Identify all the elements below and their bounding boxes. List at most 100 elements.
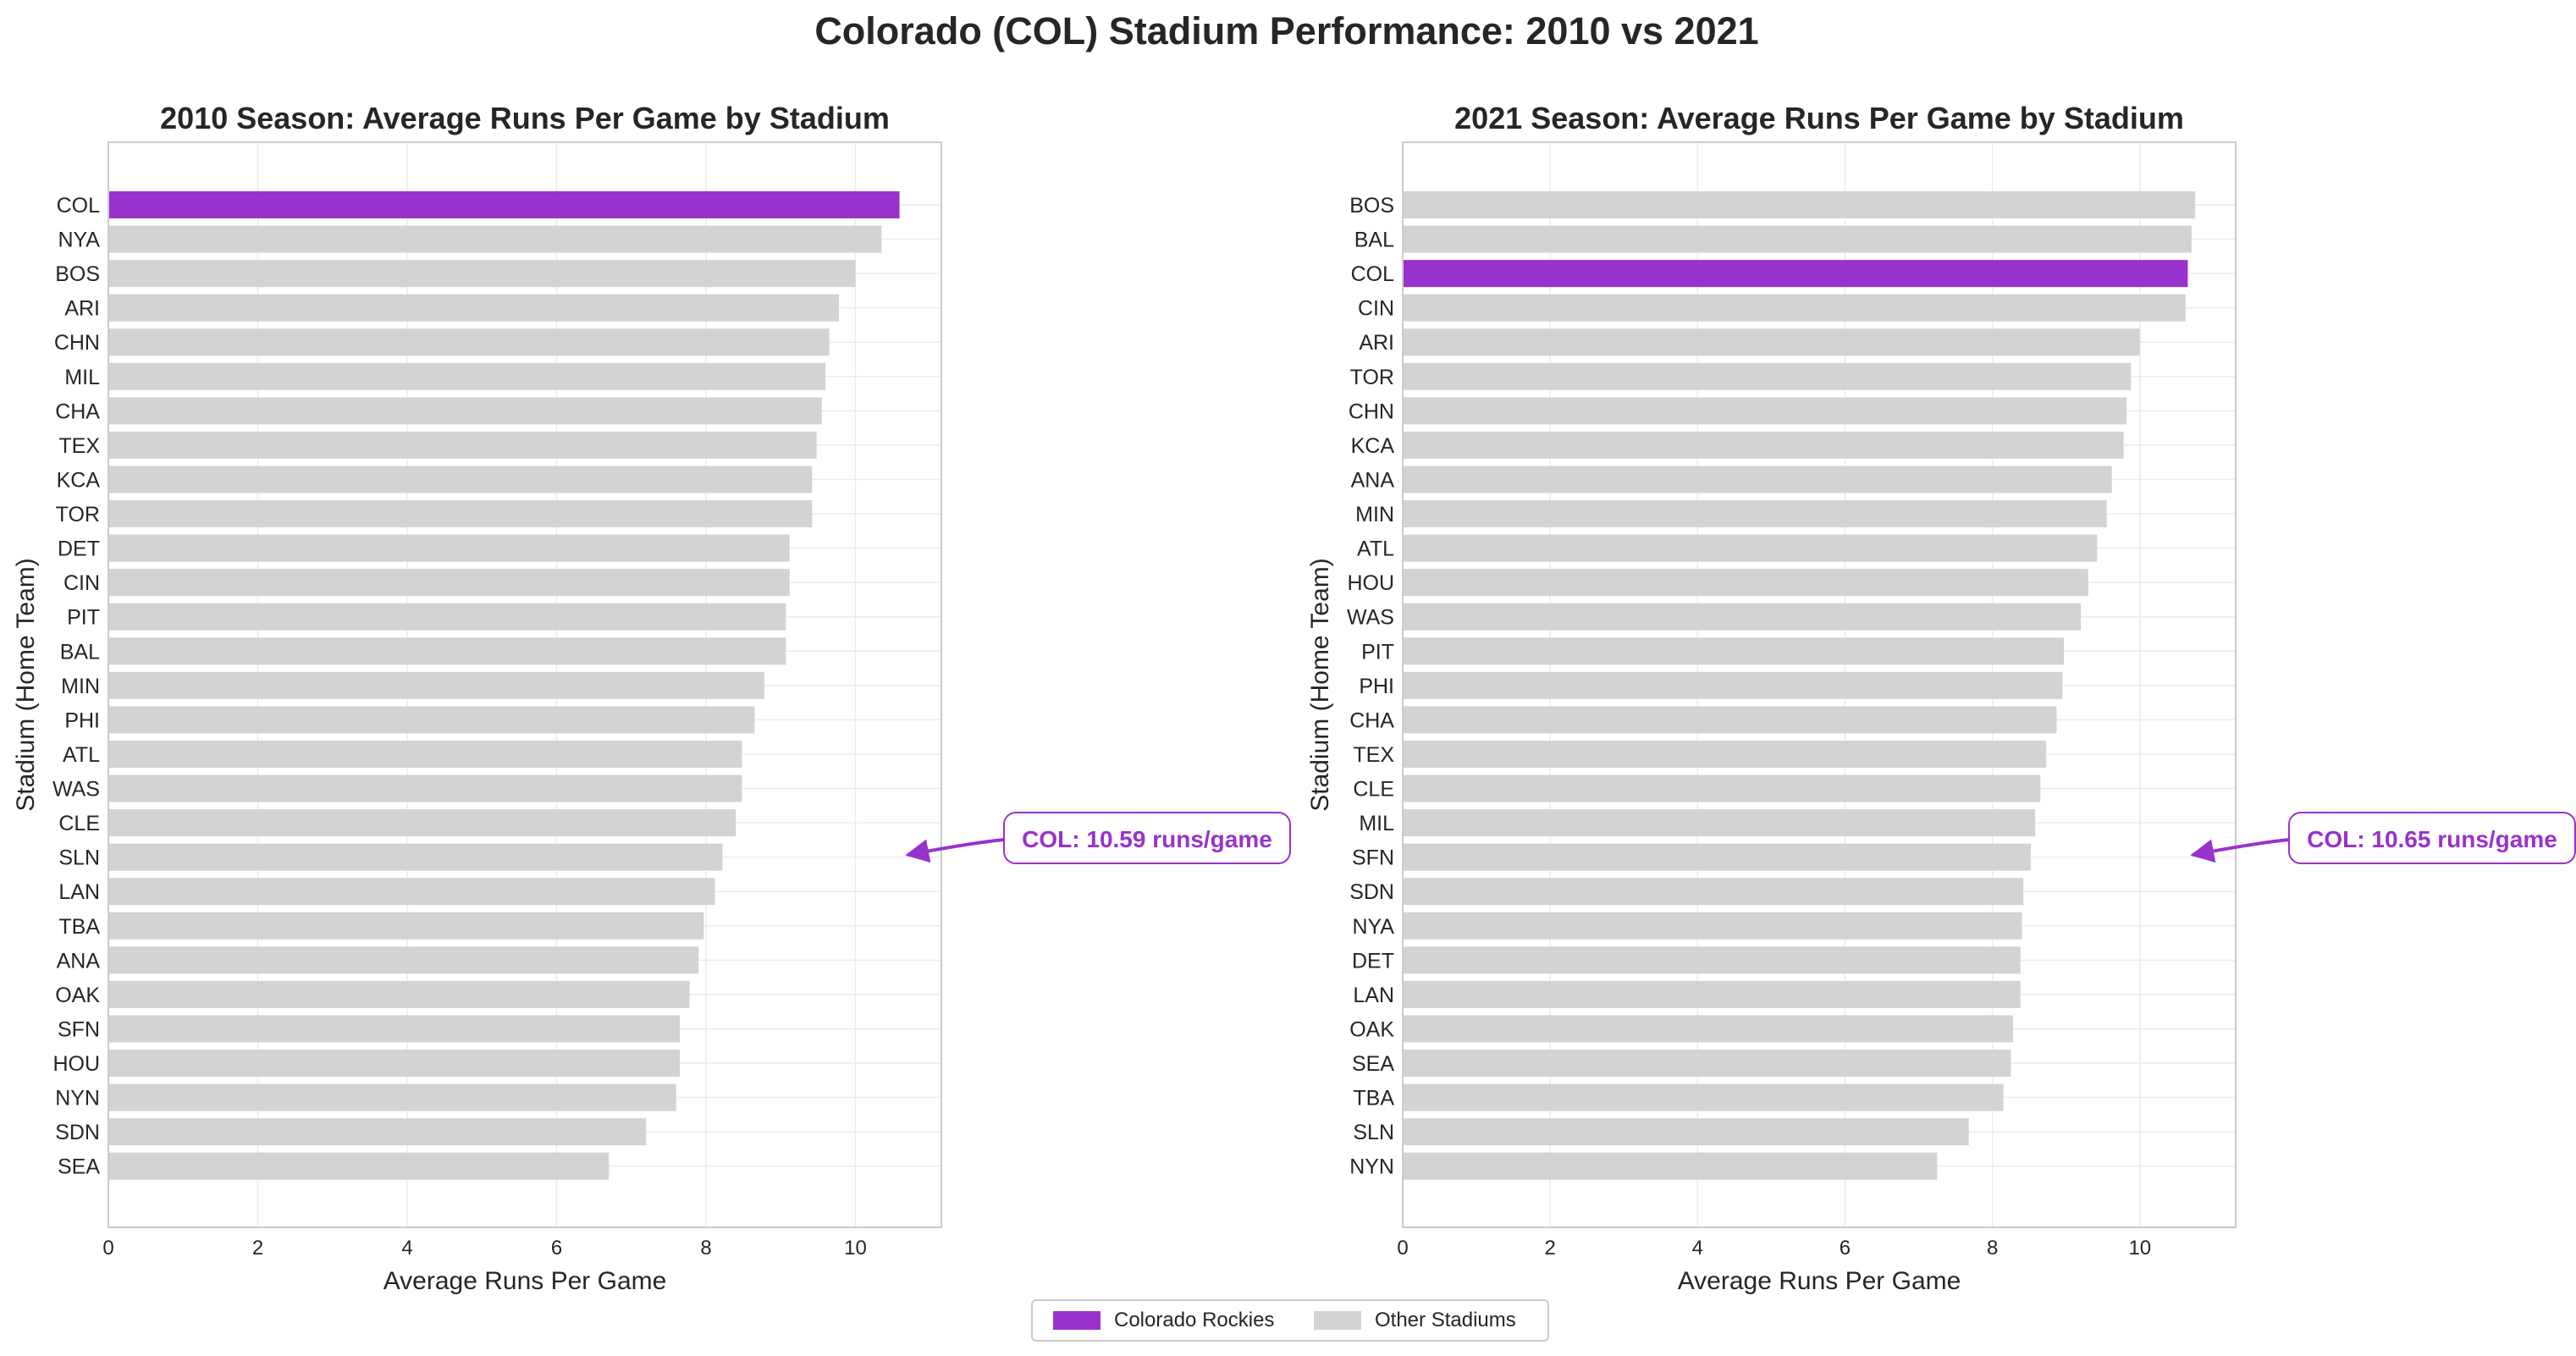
bar-was — [108, 774, 742, 802]
chart-panel-2010: COL NYA BOS ARI CHN MIL CHA TEX KCA TOR DET CIN PIT B… — [12, 101, 1291, 1295]
category-label: BOS — [1349, 194, 1394, 218]
category-label: TBA — [58, 915, 100, 939]
bar-ana — [108, 946, 699, 974]
bar-cha — [1403, 706, 2057, 734]
bar-tor — [108, 500, 813, 528]
legend-swatch-colorado — [1053, 1311, 1100, 1330]
bar-mil — [1403, 809, 2036, 837]
x-tick-label: 4 — [1692, 1237, 1703, 1260]
bar-tex — [108, 431, 817, 459]
category-label: MIN — [61, 675, 100, 698]
category-label: CHA — [1349, 708, 1394, 732]
category-label: PIT — [1361, 640, 1394, 664]
category-label: TOR — [56, 503, 100, 526]
category-label: SDN — [1349, 880, 1394, 904]
category-label: CIN — [1358, 297, 1394, 321]
legend-label-colorado: Colorado Rockies — [1114, 1309, 1275, 1331]
category-label: SLN — [1353, 1121, 1394, 1144]
category-label: NYA — [58, 229, 100, 252]
category-label: CHN — [54, 331, 100, 355]
bar-oak — [108, 980, 690, 1008]
bar-tba — [1403, 1083, 2004, 1111]
bar-cha — [108, 397, 822, 425]
annotation-text: COL: 10.59 runs/game — [1022, 826, 1272, 852]
bar-was — [1403, 603, 2082, 631]
bar-phi — [108, 706, 755, 734]
bar-ana — [1403, 466, 2112, 493]
bar-bos — [1403, 191, 2196, 218]
bar-tor — [1403, 362, 2132, 390]
bar-chn — [108, 328, 830, 356]
bar-lan — [1403, 980, 2021, 1008]
annotation-box — [2288, 812, 2576, 864]
category-label: SEA — [58, 1155, 100, 1179]
category-label: HOU — [1347, 571, 1394, 595]
bar-atl — [108, 740, 742, 768]
bar-sln — [108, 843, 723, 871]
category-label: LAN — [58, 880, 100, 904]
bar-hou — [1403, 569, 2088, 597]
x-tick-label: 2 — [252, 1237, 263, 1260]
bar-det — [1403, 946, 2021, 974]
bar-kca — [1403, 431, 2124, 459]
category-label: TOR — [1350, 366, 1394, 389]
bar-sdn — [108, 1118, 647, 1146]
bar-pit — [1403, 637, 2065, 665]
bar-sea — [108, 1152, 610, 1180]
subplot-title: 2021 Season: Average Runs Per Game by St… — [1454, 101, 2184, 135]
bar-hou — [108, 1050, 681, 1077]
category-label: HOU — [52, 1052, 100, 1076]
x-axis-label: Average Runs Per Game — [1678, 1267, 1961, 1295]
bar-sdn — [1403, 878, 2024, 906]
bar-cle — [108, 809, 736, 837]
bar-nya — [1403, 912, 2022, 940]
annotation-box — [1003, 812, 1291, 864]
category-label: PIT — [67, 606, 100, 630]
bar-nyn — [108, 1083, 676, 1111]
x-tick-label: 0 — [1397, 1237, 1408, 1260]
category-label: ATL — [63, 743, 100, 767]
category-label: WAS — [1347, 606, 1394, 630]
category-label: COL — [57, 194, 101, 218]
category-label: CLE — [58, 812, 100, 835]
x-tick-label: 6 — [551, 1237, 562, 1260]
bar-sfn — [108, 1015, 681, 1043]
subplot-title: 2010 Season: Average Runs Per Game by St… — [160, 101, 890, 135]
category-label: KCA — [1351, 434, 1395, 458]
category-label: PHI — [1359, 675, 1394, 698]
bar-atl — [1403, 534, 2098, 562]
x-tick-label: 2 — [1544, 1237, 1555, 1260]
chart-panel-2021: BOS BAL COL CIN ARI TOR CHN KCA ANA MIN ATL HOU WAS P… — [1306, 101, 2576, 1295]
bar-col — [108, 191, 900, 218]
bar-mil — [108, 362, 826, 390]
y-axis-label: Stadium (Home Team) — [12, 558, 40, 812]
x-tick-label: 8 — [700, 1237, 711, 1260]
bar-bos — [108, 260, 856, 288]
category-label: BAL — [1354, 229, 1394, 252]
bar-min — [1403, 500, 2107, 528]
category-label: NYA — [1352, 915, 1394, 939]
bar-nyn — [1403, 1152, 1938, 1180]
category-label: OAK — [1349, 1017, 1394, 1041]
x-tick-label: 10 — [844, 1237, 867, 1260]
category-label: SFN — [58, 1017, 100, 1041]
bar-min — [108, 671, 764, 699]
category-label: MIL — [64, 366, 100, 389]
category-label: TEX — [58, 434, 100, 458]
bar-cin — [1403, 294, 2186, 322]
category-label: OAK — [55, 984, 100, 1007]
bar-ari — [108, 294, 840, 322]
category-label: CLE — [1353, 778, 1394, 802]
category-label: ATL — [1357, 537, 1394, 561]
bar-det — [108, 534, 790, 562]
bar-col — [1403, 260, 2188, 288]
bar-pit — [108, 603, 786, 631]
bar-sln — [1403, 1118, 1969, 1146]
y-axis-label: Stadium (Home Team) — [1306, 558, 1334, 812]
category-label: CHA — [55, 400, 100, 423]
category-label: SFN — [1352, 846, 1394, 870]
legend: Colorado Rockies Other Stadiums — [1031, 1299, 1549, 1342]
category-label: MIN — [1355, 503, 1394, 526]
category-label: TBA — [1353, 1087, 1394, 1111]
